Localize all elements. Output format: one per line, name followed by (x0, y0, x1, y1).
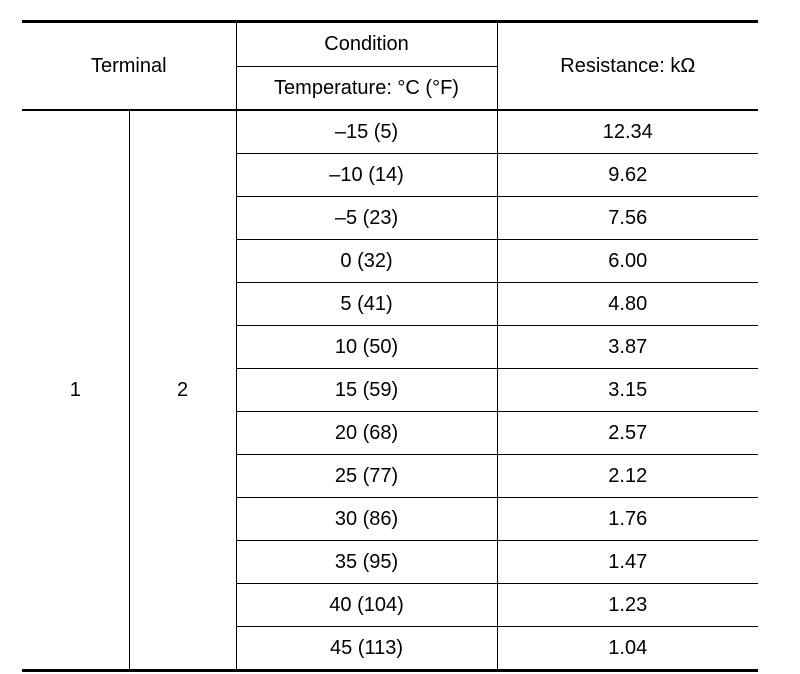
temperature-cell: –5 (23) (236, 196, 498, 240)
resistance-cell: 1.47 (497, 540, 759, 584)
temperature-header: Temperature: °C (°F) (236, 66, 498, 111)
resistance-cell: 1.23 (497, 583, 759, 627)
resistance-cell: 2.57 (497, 411, 759, 455)
terminal-a-cell: 1 (22, 110, 130, 672)
table-body: 1 2 –15 (5) 12.34 –10 (14) 9.62 –5 (23) … (22, 110, 759, 672)
temperature-cell: 15 (59) (236, 368, 498, 412)
resistance-cell: 1.76 (497, 497, 759, 541)
temperature-cell: 40 (104) (236, 583, 498, 627)
condition-header: Condition (236, 20, 498, 67)
temperature-cell: 30 (86) (236, 497, 498, 541)
temperature-cell: 20 (68) (236, 411, 498, 455)
resistance-cell: 12.34 (497, 110, 759, 154)
temperature-cell: –10 (14) (236, 153, 498, 197)
terminal-b-cell: 2 (129, 110, 237, 672)
temperature-cell: 35 (95) (236, 540, 498, 584)
temperature-cell: 10 (50) (236, 325, 498, 369)
resistance-cell: 3.87 (497, 325, 759, 369)
terminal-header: Terminal (22, 20, 237, 111)
resistance-spec-table: Terminal Condition Resistance: kΩ Temper… (22, 20, 759, 672)
resistance-cell: 2.12 (497, 454, 759, 498)
temperature-cell: 0 (32) (236, 239, 498, 283)
temperature-cell: 5 (41) (236, 282, 498, 326)
temperature-cell: –15 (5) (236, 110, 498, 154)
resistance-cell: 3.15 (497, 368, 759, 412)
resistance-cell: 1.04 (497, 626, 759, 672)
resistance-cell: 9.62 (497, 153, 759, 197)
resistance-cell: 7.56 (497, 196, 759, 240)
temperature-cell: 25 (77) (236, 454, 498, 498)
temperature-cell: 45 (113) (236, 626, 498, 672)
resistance-cell: 6.00 (497, 239, 759, 283)
resistance-cell: 4.80 (497, 282, 759, 326)
resistance-header: Resistance: kΩ (497, 20, 759, 111)
